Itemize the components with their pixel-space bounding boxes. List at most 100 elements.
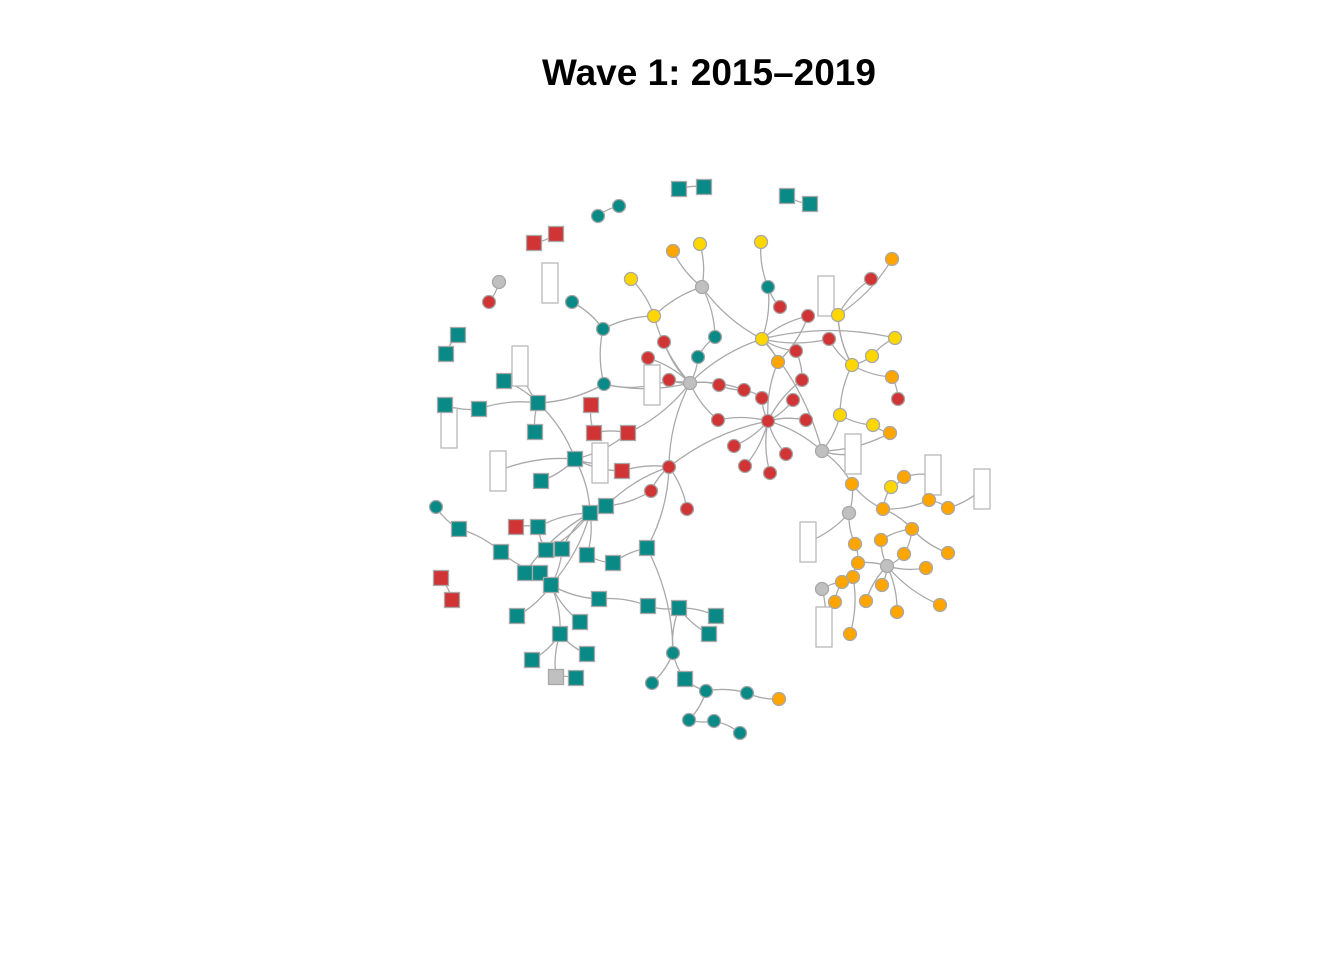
square-node [529, 518, 547, 536]
square-node [470, 400, 488, 418]
square-node [437, 345, 455, 363]
edge [761, 286, 770, 340]
rectangle-node [440, 407, 458, 449]
square-node [443, 591, 461, 609]
circle-node [800, 308, 816, 324]
square-node [571, 613, 589, 631]
circle-node [564, 294, 580, 310]
circle-node [884, 369, 900, 385]
square-node [526, 423, 544, 441]
rectangle-node [511, 345, 529, 387]
circle-node [785, 392, 801, 408]
circle-node [858, 593, 874, 609]
circle-node [428, 499, 444, 515]
circle-node [590, 208, 606, 224]
circle-node [753, 234, 769, 250]
circle-node [863, 271, 879, 287]
circle-node [644, 675, 660, 691]
circle-node [890, 391, 906, 407]
circle-node [595, 321, 611, 337]
square-node [566, 450, 584, 468]
circle-node [698, 683, 714, 699]
square-node [639, 597, 657, 615]
circle-node [918, 560, 934, 576]
rectangle-node [817, 275, 835, 317]
square-node [700, 625, 718, 643]
circle-node [884, 251, 900, 267]
circle-node [830, 307, 846, 323]
circle-node [694, 279, 710, 295]
circle-node [661, 459, 677, 475]
circle-node [665, 645, 681, 661]
circle-node [760, 413, 776, 429]
circle-node [896, 546, 912, 562]
circle-node [844, 357, 860, 373]
square-node [567, 669, 585, 687]
circle-node [834, 574, 850, 590]
circle-node [711, 377, 727, 393]
circle-node [739, 685, 755, 701]
square-node [449, 326, 467, 344]
rectangle-node [844, 433, 862, 475]
rectangle-node [489, 450, 507, 492]
rectangle-node [973, 468, 991, 510]
circle-node [710, 412, 726, 428]
circle-node [643, 483, 659, 499]
circle-node [623, 271, 639, 287]
circle-node [778, 446, 794, 462]
circle-node [665, 243, 681, 259]
rectangle-node [924, 454, 942, 496]
edge [849, 576, 856, 635]
rectangle-node [643, 364, 661, 406]
circle-node [681, 712, 697, 728]
circle-node [882, 425, 898, 441]
circle-node [736, 382, 752, 398]
edge [537, 402, 576, 460]
circle-node [940, 500, 956, 516]
edge [717, 416, 769, 422]
edge [886, 565, 941, 606]
square-node [542, 576, 560, 594]
circle-node [921, 492, 937, 508]
circle-node [771, 691, 787, 707]
circle-node [850, 555, 866, 571]
square-node [582, 396, 600, 414]
circle-node [889, 604, 905, 620]
square-node [670, 599, 688, 617]
nodes-layer [428, 178, 991, 741]
circle-node [491, 274, 507, 290]
edge [701, 286, 763, 340]
circle-node [679, 501, 695, 517]
circle-node [932, 597, 948, 613]
circle-node [692, 236, 708, 252]
square-node [516, 564, 534, 582]
square-node [578, 546, 596, 564]
circle-node [798, 412, 814, 428]
edge [744, 420, 769, 467]
circle-node [904, 521, 920, 537]
edge [837, 314, 853, 366]
square-node [547, 225, 565, 243]
circle-node [821, 331, 837, 347]
edge [653, 286, 703, 317]
edge [837, 258, 893, 316]
edge [837, 278, 872, 316]
circle-node [940, 545, 956, 561]
square-node [778, 187, 796, 205]
edge [761, 329, 896, 340]
circle-node [772, 299, 788, 315]
square-node [507, 518, 525, 536]
circle-node [770, 354, 786, 370]
circle-node [646, 308, 662, 324]
circle-node [847, 536, 863, 552]
circle-node [737, 458, 753, 474]
circle-node [690, 349, 706, 365]
circle-node [481, 294, 497, 310]
circle-node [760, 279, 776, 295]
circle-node [841, 505, 857, 521]
square-node [436, 396, 454, 414]
rectangle-node [591, 442, 609, 484]
rectangle-node [815, 606, 833, 648]
square-node [597, 497, 615, 515]
square-node [613, 462, 631, 480]
